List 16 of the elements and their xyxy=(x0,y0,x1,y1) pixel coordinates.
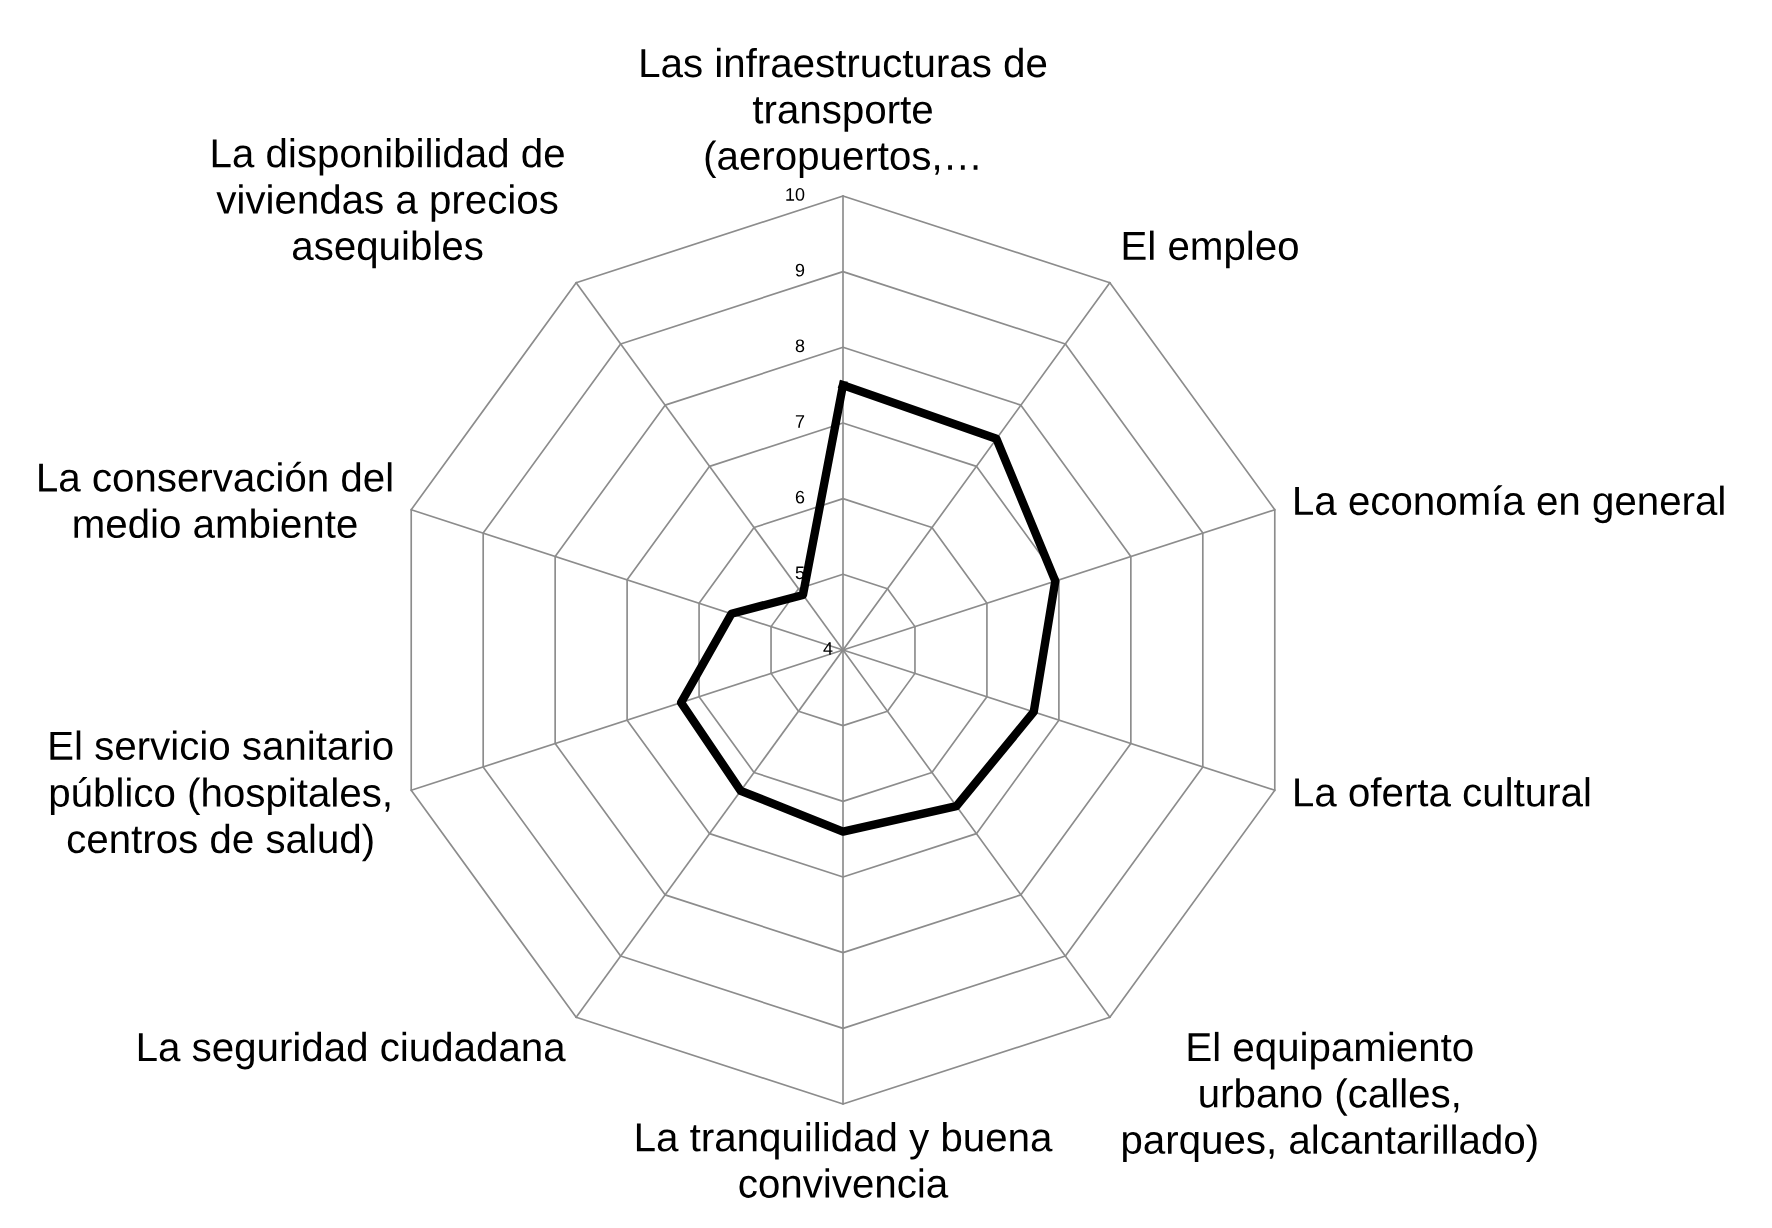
y-tick-label: 8 xyxy=(795,339,805,353)
y-tick-label: 6 xyxy=(795,490,805,504)
y-tick-label: 4 xyxy=(823,642,833,655)
y-tick-label: 9 xyxy=(795,263,805,277)
spoke-label: El servicio sanitario público (hospitales, centros de salud) xyxy=(50,730,393,862)
y-tick-label: 10 xyxy=(786,188,805,201)
y-tick-label: 7 xyxy=(795,415,805,428)
spoke-label: La economía en general xyxy=(1295,485,1724,524)
spoke-label: La tranquilidad y buena convivencia xyxy=(636,1122,1053,1198)
spoke-label: La conservación del medio ambiente xyxy=(39,461,392,539)
spoke-label: Las infraestructuras de transporte (aeropuertos,… xyxy=(641,47,1047,178)
spoke-label: La seguridad ciudadana xyxy=(138,1031,566,1070)
spoke-label: El empleo xyxy=(1123,230,1298,269)
spoke-label: El equipamiento urbano (calles, parques, alcantarillado) xyxy=(1123,1031,1537,1163)
spoke-label: La disponibilidad de viviendas a precios asequibles xyxy=(212,137,564,269)
spoke-label: La oferta cultural xyxy=(1295,777,1590,807)
